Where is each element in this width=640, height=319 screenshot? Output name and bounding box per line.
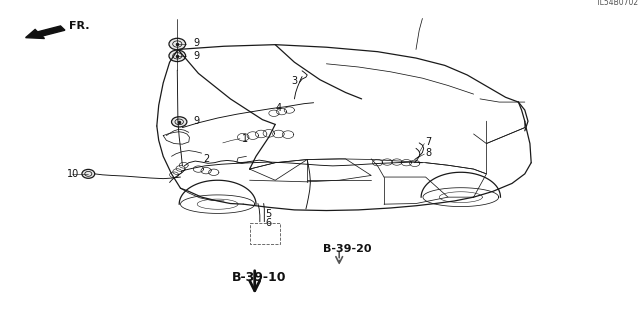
Ellipse shape: [172, 117, 187, 127]
Ellipse shape: [169, 38, 186, 50]
Text: 10: 10: [67, 169, 79, 179]
Text: 4: 4: [275, 103, 282, 114]
Text: 3: 3: [291, 76, 298, 86]
Text: TL54B0702: TL54B0702: [596, 0, 639, 7]
Ellipse shape: [82, 169, 95, 178]
Text: B-39-10: B-39-10: [232, 271, 287, 284]
Text: 1: 1: [242, 134, 248, 144]
Text: 8: 8: [426, 148, 432, 158]
Text: 2: 2: [204, 154, 210, 165]
Text: B-39-20: B-39-20: [323, 244, 372, 255]
Text: FR.: FR.: [69, 21, 90, 31]
Bar: [250, 223, 280, 244]
Text: 5: 5: [266, 209, 272, 219]
Text: 9: 9: [193, 38, 200, 48]
Text: 7: 7: [426, 137, 432, 147]
Text: 9: 9: [193, 116, 200, 126]
Text: 6: 6: [266, 218, 272, 228]
FancyArrow shape: [26, 26, 65, 39]
Text: 9: 9: [193, 51, 200, 61]
Ellipse shape: [169, 50, 186, 62]
